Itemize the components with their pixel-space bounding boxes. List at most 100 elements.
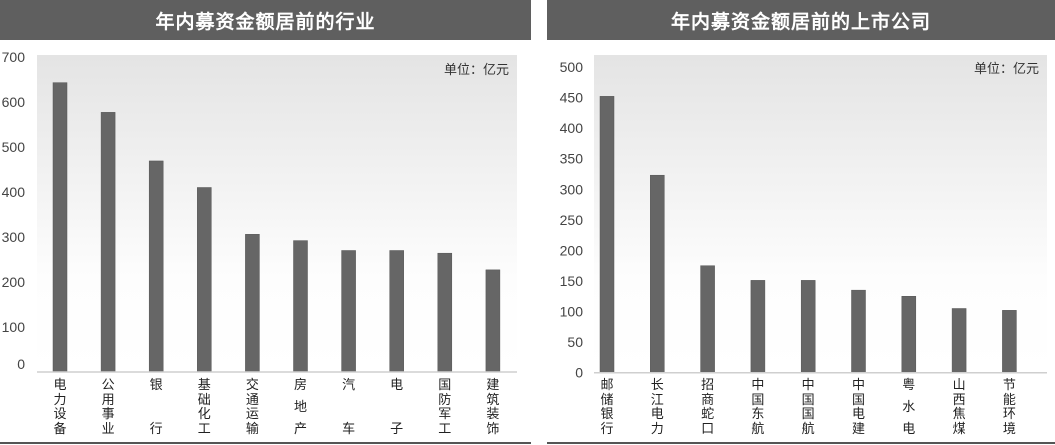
bar-电力设备	[52, 82, 68, 373]
x-tick-char: 通	[245, 392, 259, 408]
bar-建筑装饰	[485, 269, 501, 373]
bar-粤水电	[901, 296, 917, 373]
x-tick-char: 航	[751, 421, 765, 437]
x-tick-char: 业	[101, 421, 115, 437]
x-tick-char: 粤	[902, 378, 916, 393]
y-tick-label: 50	[567, 334, 583, 350]
y-tick-label: 0	[17, 356, 25, 372]
x-tick-label: 房地产	[291, 379, 311, 437]
x-tick-label: 招商蛇口	[698, 379, 718, 437]
company-chart-panel: 年内募资金额居前的上市公司 0 50 100 150 200 250 300 350 400 45…	[547, 0, 1055, 445]
x-tick-char: 中	[851, 378, 865, 393]
x-tick-char: 车	[342, 422, 356, 437]
y-tick-label: 100	[2, 319, 26, 335]
bar-中国东航	[750, 280, 766, 373]
bar-基础化工	[197, 187, 212, 373]
x-tick-char: 焦	[952, 407, 966, 423]
unit-label: 单位：亿元	[444, 63, 509, 78]
y-tick-label: 500	[2, 139, 26, 155]
x-tick-char: 运	[245, 407, 259, 423]
x-tick-char: 饰	[486, 421, 500, 437]
industry-bar-chart: 0 100 200 300 400 500 600 700 单位：亿元	[2, 49, 517, 373]
x-tick-label: 公用事业	[98, 379, 118, 437]
y-tick-label: 0	[575, 365, 583, 381]
y-tick-label: 700	[2, 49, 26, 65]
bar-山西焦煤	[951, 308, 967, 373]
y-tick-label: 300	[560, 181, 584, 197]
x-tick-char: 设	[53, 407, 67, 423]
bar-邮储银行	[599, 96, 615, 373]
x-tick-char: 化	[197, 407, 211, 423]
x-tick-char: 工	[438, 421, 452, 437]
x-tick-char: 力	[53, 392, 67, 408]
x-tick-char: 能	[1002, 392, 1016, 408]
x-tick-char: 江	[650, 392, 664, 408]
x-tick-char: 节	[1002, 378, 1016, 393]
x-tick-char: 中	[801, 378, 815, 393]
y-tick-label: 600	[2, 94, 26, 110]
x-tick-char: 筑	[486, 392, 500, 408]
x-tick-label: 山西焦煤	[949, 379, 969, 437]
x-tick-char: 用	[101, 392, 115, 408]
x-tick-char: 银	[600, 407, 614, 423]
chart-title: 年内募资金额居前的上市公司	[547, 0, 1055, 40]
bottom-rule	[0, 442, 531, 444]
x-tick-char: 煤	[952, 421, 966, 437]
bar-中国电建	[851, 289, 866, 373]
x-tick-char: 国	[751, 392, 765, 408]
x-tick-char: 银	[149, 378, 163, 393]
y-tick-label: 250	[560, 212, 584, 228]
x-tick-char: 军	[438, 407, 452, 423]
x-tick-char: 工	[197, 421, 211, 437]
x-tick-char: 建	[851, 421, 865, 437]
x-tick-char: 交	[245, 378, 259, 393]
x-tick-label: 节能环境	[999, 379, 1019, 437]
y-tick-label: 400	[560, 120, 584, 136]
x-tick-char: 房	[293, 378, 307, 393]
bar-国防军工	[437, 252, 453, 373]
bar-节能环境	[1002, 310, 1017, 373]
x-tick-char: 水	[902, 400, 916, 415]
x-tick-char: 公	[101, 378, 115, 393]
x-tick-char: 口	[701, 421, 715, 437]
x-tick-char: 地	[293, 400, 307, 415]
x-tick-char: 商	[701, 392, 715, 408]
bar-汽车	[341, 250, 356, 373]
x-tick-char: 国	[801, 392, 815, 408]
x-tick-char: 力	[650, 421, 664, 437]
x-tick-char: 长	[650, 378, 664, 393]
y-tick-label: 100	[560, 304, 584, 320]
y-tick-label: 350	[560, 151, 584, 167]
x-tick-char: 事	[101, 407, 115, 423]
x-tick-char: 国	[851, 392, 865, 408]
x-tick-char: 邮	[600, 378, 614, 393]
x-tick-label: 中国电建	[849, 379, 869, 437]
y-tick-label: 200	[2, 274, 26, 290]
bar-房地产	[293, 240, 308, 373]
x-tick-char: 国	[438, 378, 452, 393]
x-tick-char: 蛇	[701, 407, 715, 423]
bar-中国国航	[800, 280, 816, 373]
y-tick-label: 400	[2, 184, 26, 200]
plot-area	[594, 55, 1047, 373]
x-tick-char: 防	[438, 392, 452, 408]
x-tick-label: 粤水电	[899, 379, 919, 437]
y-tick-label: 150	[560, 273, 584, 289]
x-tick-char: 装	[486, 407, 500, 423]
x-tick-char: 电	[650, 407, 664, 423]
x-tick-char: 西	[952, 392, 966, 408]
industry-chart-panel: 年内募资金额居前的行业 0 100 200 300 400 500 600 700 单位：亿元 …	[0, 0, 531, 444]
y-tick-label: 200	[560, 242, 584, 258]
company-bar-chart: 0 50 100 150 200 250 300 350 400 450 500 单位：亿元	[560, 55, 1047, 381]
x-tick-label: 电力设备	[50, 379, 70, 437]
y-tick-label: 450	[560, 90, 584, 106]
bar-公用事业	[100, 112, 116, 373]
x-tick-label: 银行	[146, 379, 166, 437]
y-tick-label: 300	[2, 229, 26, 245]
plot-area	[37, 55, 517, 372]
bar-交通运输	[245, 234, 260, 373]
x-tick-label: 长江电力	[647, 379, 667, 437]
y-tick-label: 500	[560, 59, 584, 75]
x-tick-label: 国防军工	[435, 379, 455, 437]
x-tick-char: 电	[902, 422, 916, 437]
